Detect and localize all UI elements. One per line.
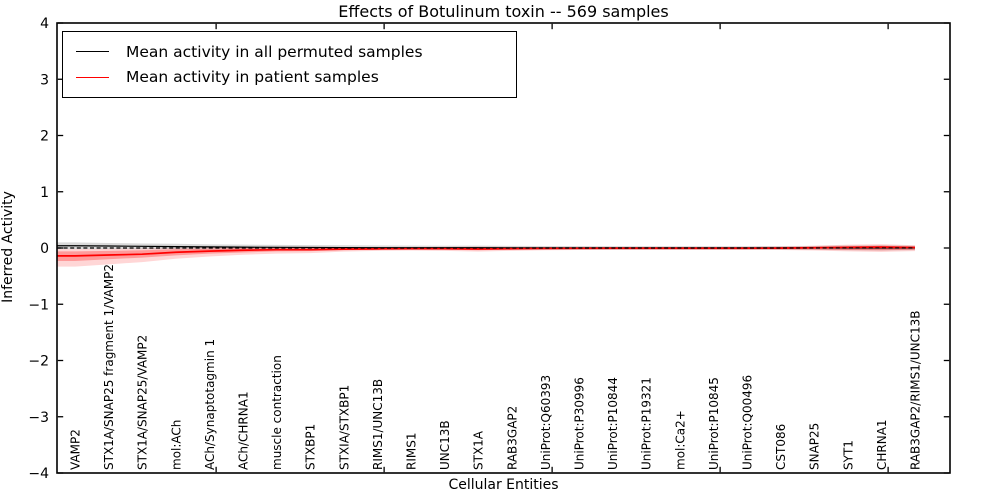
x-tick-label: mol:Ca2+	[673, 410, 687, 470]
legend-label-patient: Mean activity in patient samples	[126, 68, 379, 87]
y-tick-label: 1	[40, 185, 49, 201]
y-tick-label: −2	[28, 354, 49, 370]
y-tick-label: 0	[40, 241, 49, 257]
y-tick-label: −1	[28, 297, 49, 313]
x-tick-label: STXBP1	[304, 424, 318, 470]
chart-title: Effects of Botulinum toxin -- 569 sample…	[338, 2, 669, 21]
x-tick-label: VAMP2	[69, 429, 83, 470]
x-tick-label: SNAP25	[808, 423, 822, 470]
x-tick-label: UniProt:Q60393	[539, 375, 553, 470]
x-tick-label: UniProt:P30996	[573, 377, 587, 470]
x-tick-label: UniProt:P10845	[707, 377, 721, 470]
x-tick-label: STXIA/STXBP1	[337, 385, 351, 470]
x-tick-label: ACh/Synaptotagmin 1	[203, 339, 217, 470]
legend: Mean activity in all permuted samples Me…	[62, 31, 517, 98]
y-axis-title: Inferred Activity	[0, 191, 16, 303]
x-tick-label: SYT1	[841, 440, 855, 470]
x-tick-label: UNC13B	[438, 420, 452, 470]
x-tick-label: CST086	[774, 424, 788, 470]
legend-line-sample-permuted	[76, 51, 109, 53]
y-tick-label: 3	[40, 72, 49, 88]
x-tick-label: ACh/CHRNA1	[237, 391, 251, 470]
x-tick-label: RAB3GAP2	[505, 406, 519, 470]
x-axis-title: Cellular Entities	[448, 477, 559, 493]
x-tick-label: CHRNA1	[875, 419, 889, 470]
legend-line-sample-patient	[76, 76, 109, 78]
y-tick-label: −4	[28, 466, 49, 482]
axes-box	[56, 22, 951, 474]
y-tick-label: 2	[40, 129, 49, 145]
x-tick-label: RIMS1	[405, 433, 419, 470]
x-tick-label: STX1A	[472, 430, 486, 470]
x-tick-label: RIMS1/UNC13B	[371, 379, 385, 470]
y-tick-label: 4	[40, 16, 49, 32]
x-tick-label: STX1A/SNAP25 fragment 1/VAMP2	[102, 264, 116, 470]
x-tick-label: STX1A/SNAP25/VAMP2	[136, 335, 150, 470]
legend-label-permuted: Mean activity in all permuted samples	[126, 42, 423, 61]
x-tick-label: UniProt:Q00496	[741, 375, 755, 470]
legend-item-patient: Mean activity in patient samples	[76, 68, 516, 86]
x-tick-label: UniProt:P10844	[606, 377, 620, 470]
y-tick-label: −3	[28, 410, 49, 426]
x-tick-label: mol:ACh	[169, 420, 183, 470]
x-tick-label: UniProt:P19321	[640, 377, 654, 470]
x-tick-label: muscle contraction	[270, 355, 284, 470]
series-line-1	[57, 246, 916, 257]
x-tick-label: RAB3GAP2/RIMS1/UNC13B	[909, 310, 923, 470]
legend-item-permuted: Mean activity in all permuted samples	[76, 43, 516, 61]
